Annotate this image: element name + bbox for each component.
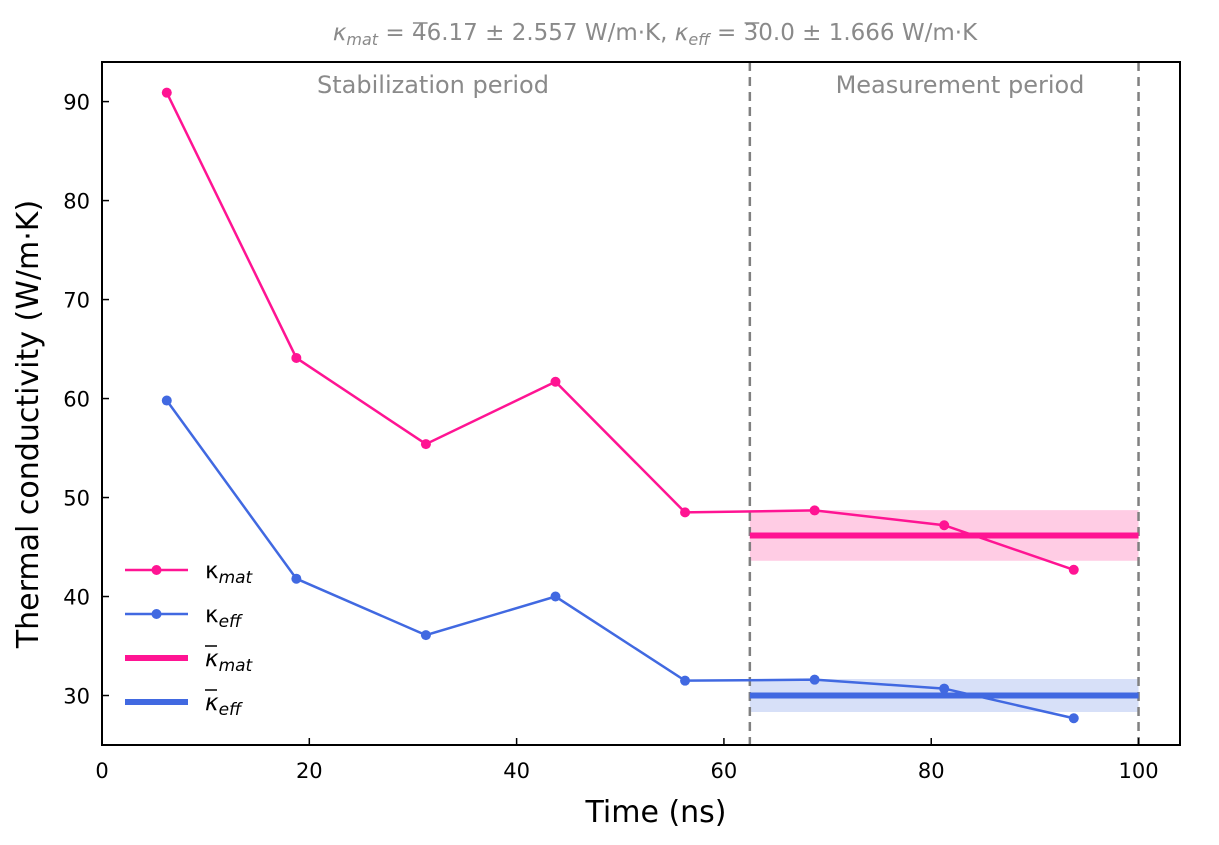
data-point-mat <box>550 376 561 387</box>
data-point-mat <box>161 87 172 98</box>
measurement-window-lines <box>748 62 1140 745</box>
y-axis-ticks: 30 40 50 60 70 80 90 <box>63 91 109 709</box>
data-point-eff <box>291 573 302 584</box>
x-tick-label: 40 <box>503 759 530 783</box>
title-mat-sub: mat <box>346 30 378 49</box>
std-bands <box>749 510 1139 712</box>
x-tick-label: 80 <box>918 759 945 783</box>
chart-title: κmat = 46.17 ± 2.557 W/m·K, κeff = 30.0 … <box>333 20 978 49</box>
data-point-eff <box>420 630 431 641</box>
data-point-eff <box>550 591 561 602</box>
data-point-mat <box>291 352 302 363</box>
y-tick-label: 60 <box>63 388 90 412</box>
data-point-eff <box>161 395 172 406</box>
title-mat-symbol: κ <box>333 20 347 46</box>
x-tick-label: 0 <box>95 759 108 783</box>
title-eff-symbol: κ <box>675 20 689 46</box>
data-point-mat <box>939 520 950 531</box>
x-axis-ticks: 0 20 40 60 80 100 <box>95 738 1159 783</box>
y-tick-label: 70 <box>63 289 90 313</box>
series-line-mat <box>165 92 1075 571</box>
title-eff-text: = 30.0 ± 1.666 W/m·K <box>710 20 978 46</box>
data-point-eff <box>1068 713 1079 724</box>
data-point-eff <box>680 675 691 686</box>
y-tick-label: 50 <box>63 487 90 511</box>
y-tick-label: 40 <box>63 586 90 610</box>
plot-area-frame <box>101 61 1181 746</box>
legend-marker-mat <box>151 565 162 575</box>
data-point-eff <box>809 674 820 685</box>
data-point-mat <box>1068 564 1079 575</box>
y-tick-label: 30 <box>63 685 90 709</box>
data-series <box>161 87 1079 724</box>
legend-label-eff: κeff <box>205 690 243 720</box>
legend-marker-eff <box>151 609 162 619</box>
stabilization-period-label: Stabilization period <box>317 71 549 99</box>
x-axis-label: Time (ns) <box>584 795 726 830</box>
data-point-mat <box>680 507 691 518</box>
series-line-eff <box>165 399 1075 720</box>
mean-lines <box>749 532 1139 699</box>
x-tick-label: 100 <box>1118 759 1158 783</box>
x-tick-label: 20 <box>296 759 323 783</box>
title-mat-text: = 46.17 ± 2.557 W/m·K, <box>378 20 675 46</box>
legend-label-eff: κeff <box>205 602 243 632</box>
data-point-eff <box>939 683 950 694</box>
title-eff-sub: eff <box>688 30 712 49</box>
legend-label-mat: κmat <box>205 646 254 676</box>
y-tick-label: 90 <box>63 91 90 115</box>
legend: κmat κeff κmat κeff <box>125 558 254 720</box>
y-axis-label: Thermal conductivity (W/m·K) <box>11 200 46 649</box>
y-tick-label: 80 <box>63 190 90 214</box>
measurement-period-label: Measurement period <box>836 71 1085 99</box>
x-tick-label: 60 <box>711 759 738 783</box>
data-point-mat <box>809 505 820 516</box>
data-point-mat <box>420 439 431 450</box>
legend-label-mat: κmat <box>205 558 254 588</box>
